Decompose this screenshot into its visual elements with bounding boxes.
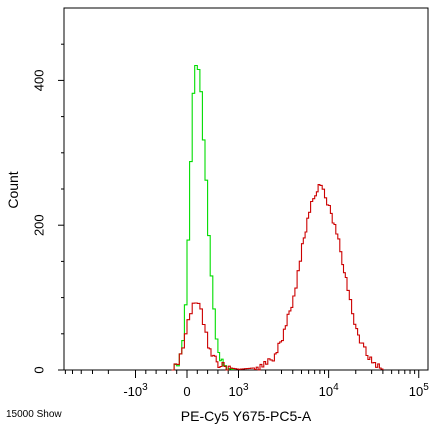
y-tick-label: 0 — [31, 366, 46, 373]
x-axis-title: PE-Cy5 Y675-PC5-A — [181, 408, 312, 424]
plot-frame — [63, 7, 429, 371]
footer-note: 15000 Show — [6, 409, 62, 420]
x-tick-label: 105 — [409, 382, 429, 399]
y-axis-title: Count — [5, 171, 21, 208]
x-tick-label: 0 — [183, 384, 190, 399]
y-tick-label: 400 — [31, 70, 46, 92]
x-axis: -103 0 103 104 105 — [64, 370, 429, 399]
x-tick-label: 104 — [319, 382, 339, 399]
series-line-1 — [171, 184, 384, 371]
x-tick-label: 103 — [228, 382, 248, 399]
y-tick-label: 200 — [31, 214, 46, 236]
x-tick-label: -103 — [123, 382, 148, 399]
series-layer — [171, 62, 384, 371]
y-axis: 0 200 400 — [31, 43, 64, 374]
